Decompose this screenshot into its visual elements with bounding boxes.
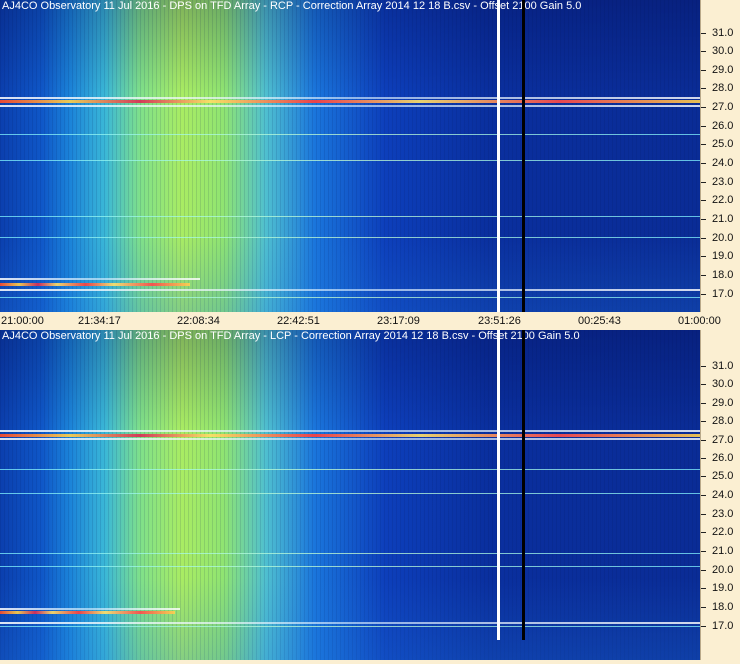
y-tick-label: 17.0 xyxy=(712,288,734,300)
y-tick-label: 28.0 xyxy=(712,415,734,427)
y-tick-label: 27.0 xyxy=(712,434,734,446)
y-tick-label: 31.0 xyxy=(712,27,734,39)
y-tick-label: 18.0 xyxy=(712,269,734,281)
y-tick-label: 30.0 xyxy=(712,378,734,390)
y-tick-label: 26.0 xyxy=(712,120,734,132)
y-tick-label: 31.0 xyxy=(712,360,734,372)
y-tick-label: 26.0 xyxy=(712,452,734,464)
y-tick-label: 21.0 xyxy=(712,213,734,225)
spectrogram-image-rcp[interactable] xyxy=(0,0,700,312)
frequency-axis: 31.0 30.0 29.0 28.0 27.0 26.0 25.0 24.0 … xyxy=(700,330,740,660)
y-tick-label: 28.0 xyxy=(712,82,734,94)
y-tick-label: 19.0 xyxy=(712,582,734,594)
time-cursor-black[interactable] xyxy=(522,0,525,312)
y-tick-label: 30.0 xyxy=(712,45,734,57)
y-tick-label: 25.0 xyxy=(712,138,734,150)
time-axis: 21:00:00 21:34:17 22:08:34 22:42:51 23:1… xyxy=(0,312,740,330)
y-tick-label: 24.0 xyxy=(712,489,734,501)
time-cursor-black[interactable] xyxy=(522,330,525,640)
spectrogram-title: AJ4CO Observatory 11 Jul 2016 - DPS on T… xyxy=(2,330,580,342)
y-tick-label: 24.0 xyxy=(712,157,734,169)
x-tick-label: 23:51:26 xyxy=(478,315,521,327)
x-tick-label: 01:00:00 xyxy=(678,315,721,327)
y-tick-label: 21.0 xyxy=(712,545,734,557)
y-tick-label: 23.0 xyxy=(712,508,734,520)
x-tick-label: 21:34:17 xyxy=(78,315,121,327)
spectrogram-panel-rcp: AJ4CO Observatory 11 Jul 2016 - DPS on T… xyxy=(0,0,740,330)
spectrogram-panel-lcp: AJ4CO Observatory 11 Jul 2016 - DPS on T… xyxy=(0,330,740,664)
time-cursor-white[interactable] xyxy=(497,0,500,312)
y-tick-label: 27.0 xyxy=(712,101,734,113)
y-tick-label: 19.0 xyxy=(712,250,734,262)
x-tick-label: 23:17:09 xyxy=(377,315,420,327)
frequency-axis: 31.0 30.0 29.0 28.0 27.0 26.0 25.0 24.0 … xyxy=(700,0,740,312)
y-tick-label: 23.0 xyxy=(712,176,734,188)
x-tick-label: 22:08:34 xyxy=(177,315,220,327)
y-tick-label: 22.0 xyxy=(712,194,734,206)
y-tick-label: 22.0 xyxy=(712,526,734,538)
spectrogram-title: AJ4CO Observatory 11 Jul 2016 - DPS on T… xyxy=(2,0,582,12)
x-tick-label: 22:42:51 xyxy=(277,315,320,327)
y-tick-label: 17.0 xyxy=(712,620,734,632)
time-cursor-white[interactable] xyxy=(497,330,500,640)
y-tick-label: 20.0 xyxy=(712,564,734,576)
y-tick-label: 29.0 xyxy=(712,397,734,409)
x-tick-label: 21:00:00 xyxy=(1,315,44,327)
y-tick-label: 20.0 xyxy=(712,232,734,244)
spectrogram-image-lcp[interactable] xyxy=(0,330,700,660)
y-tick-label: 18.0 xyxy=(712,601,734,613)
y-tick-label: 29.0 xyxy=(712,64,734,76)
x-tick-label: 00:25:43 xyxy=(578,315,621,327)
y-tick-label: 25.0 xyxy=(712,470,734,482)
